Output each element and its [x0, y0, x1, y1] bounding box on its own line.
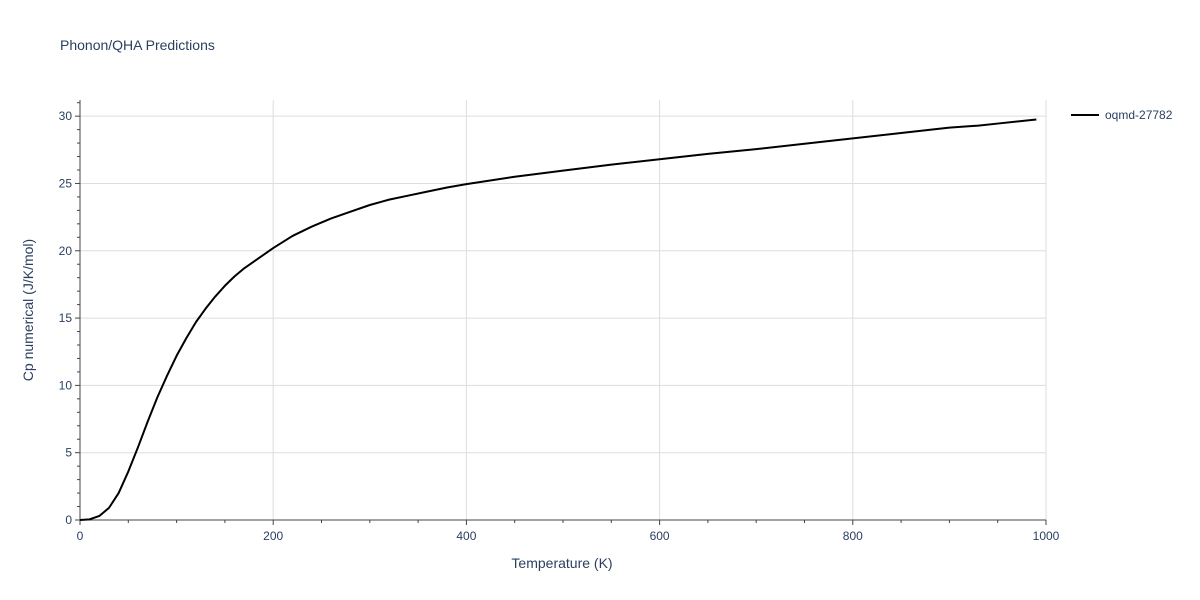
legend-item[interactable]: oqmd-27782: [1071, 108, 1173, 122]
x-tick-label: 200: [263, 529, 283, 543]
y-tick-label: 15: [59, 311, 73, 325]
legend-label: oqmd-27782: [1105, 108, 1173, 122]
y-tick-label: 0: [65, 513, 72, 527]
grid-lines: [80, 100, 1047, 520]
series-line-oqmd-27782: [79, 118, 1037, 521]
axes: [75, 100, 1047, 525]
x-tick-label: 800: [843, 529, 863, 543]
y-tick-label: 20: [59, 244, 73, 258]
y-tick-label: 25: [59, 176, 73, 190]
legend[interactable]: oqmd-27782: [1071, 108, 1173, 122]
y-tick-label: 10: [59, 378, 73, 392]
x-tick-label: 600: [650, 529, 670, 543]
x-tick-label: 0: [77, 529, 84, 543]
chart-title: Phonon/QHA Predictions: [60, 37, 215, 53]
y-tick-label: 5: [65, 446, 72, 460]
y-axis-title: Cp numerical (J/K/mol): [20, 239, 36, 381]
plot-area: [79, 118, 1037, 521]
x-tick-label: 1000: [1033, 529, 1060, 543]
x-tick-label: 400: [456, 529, 476, 543]
tick-labels: 0 200 400 600 800 1000 0 5 10 15 20 25 30: [59, 109, 1060, 543]
x-axis-title: Temperature (K): [511, 555, 612, 571]
y-tick-label: 30: [59, 109, 73, 123]
